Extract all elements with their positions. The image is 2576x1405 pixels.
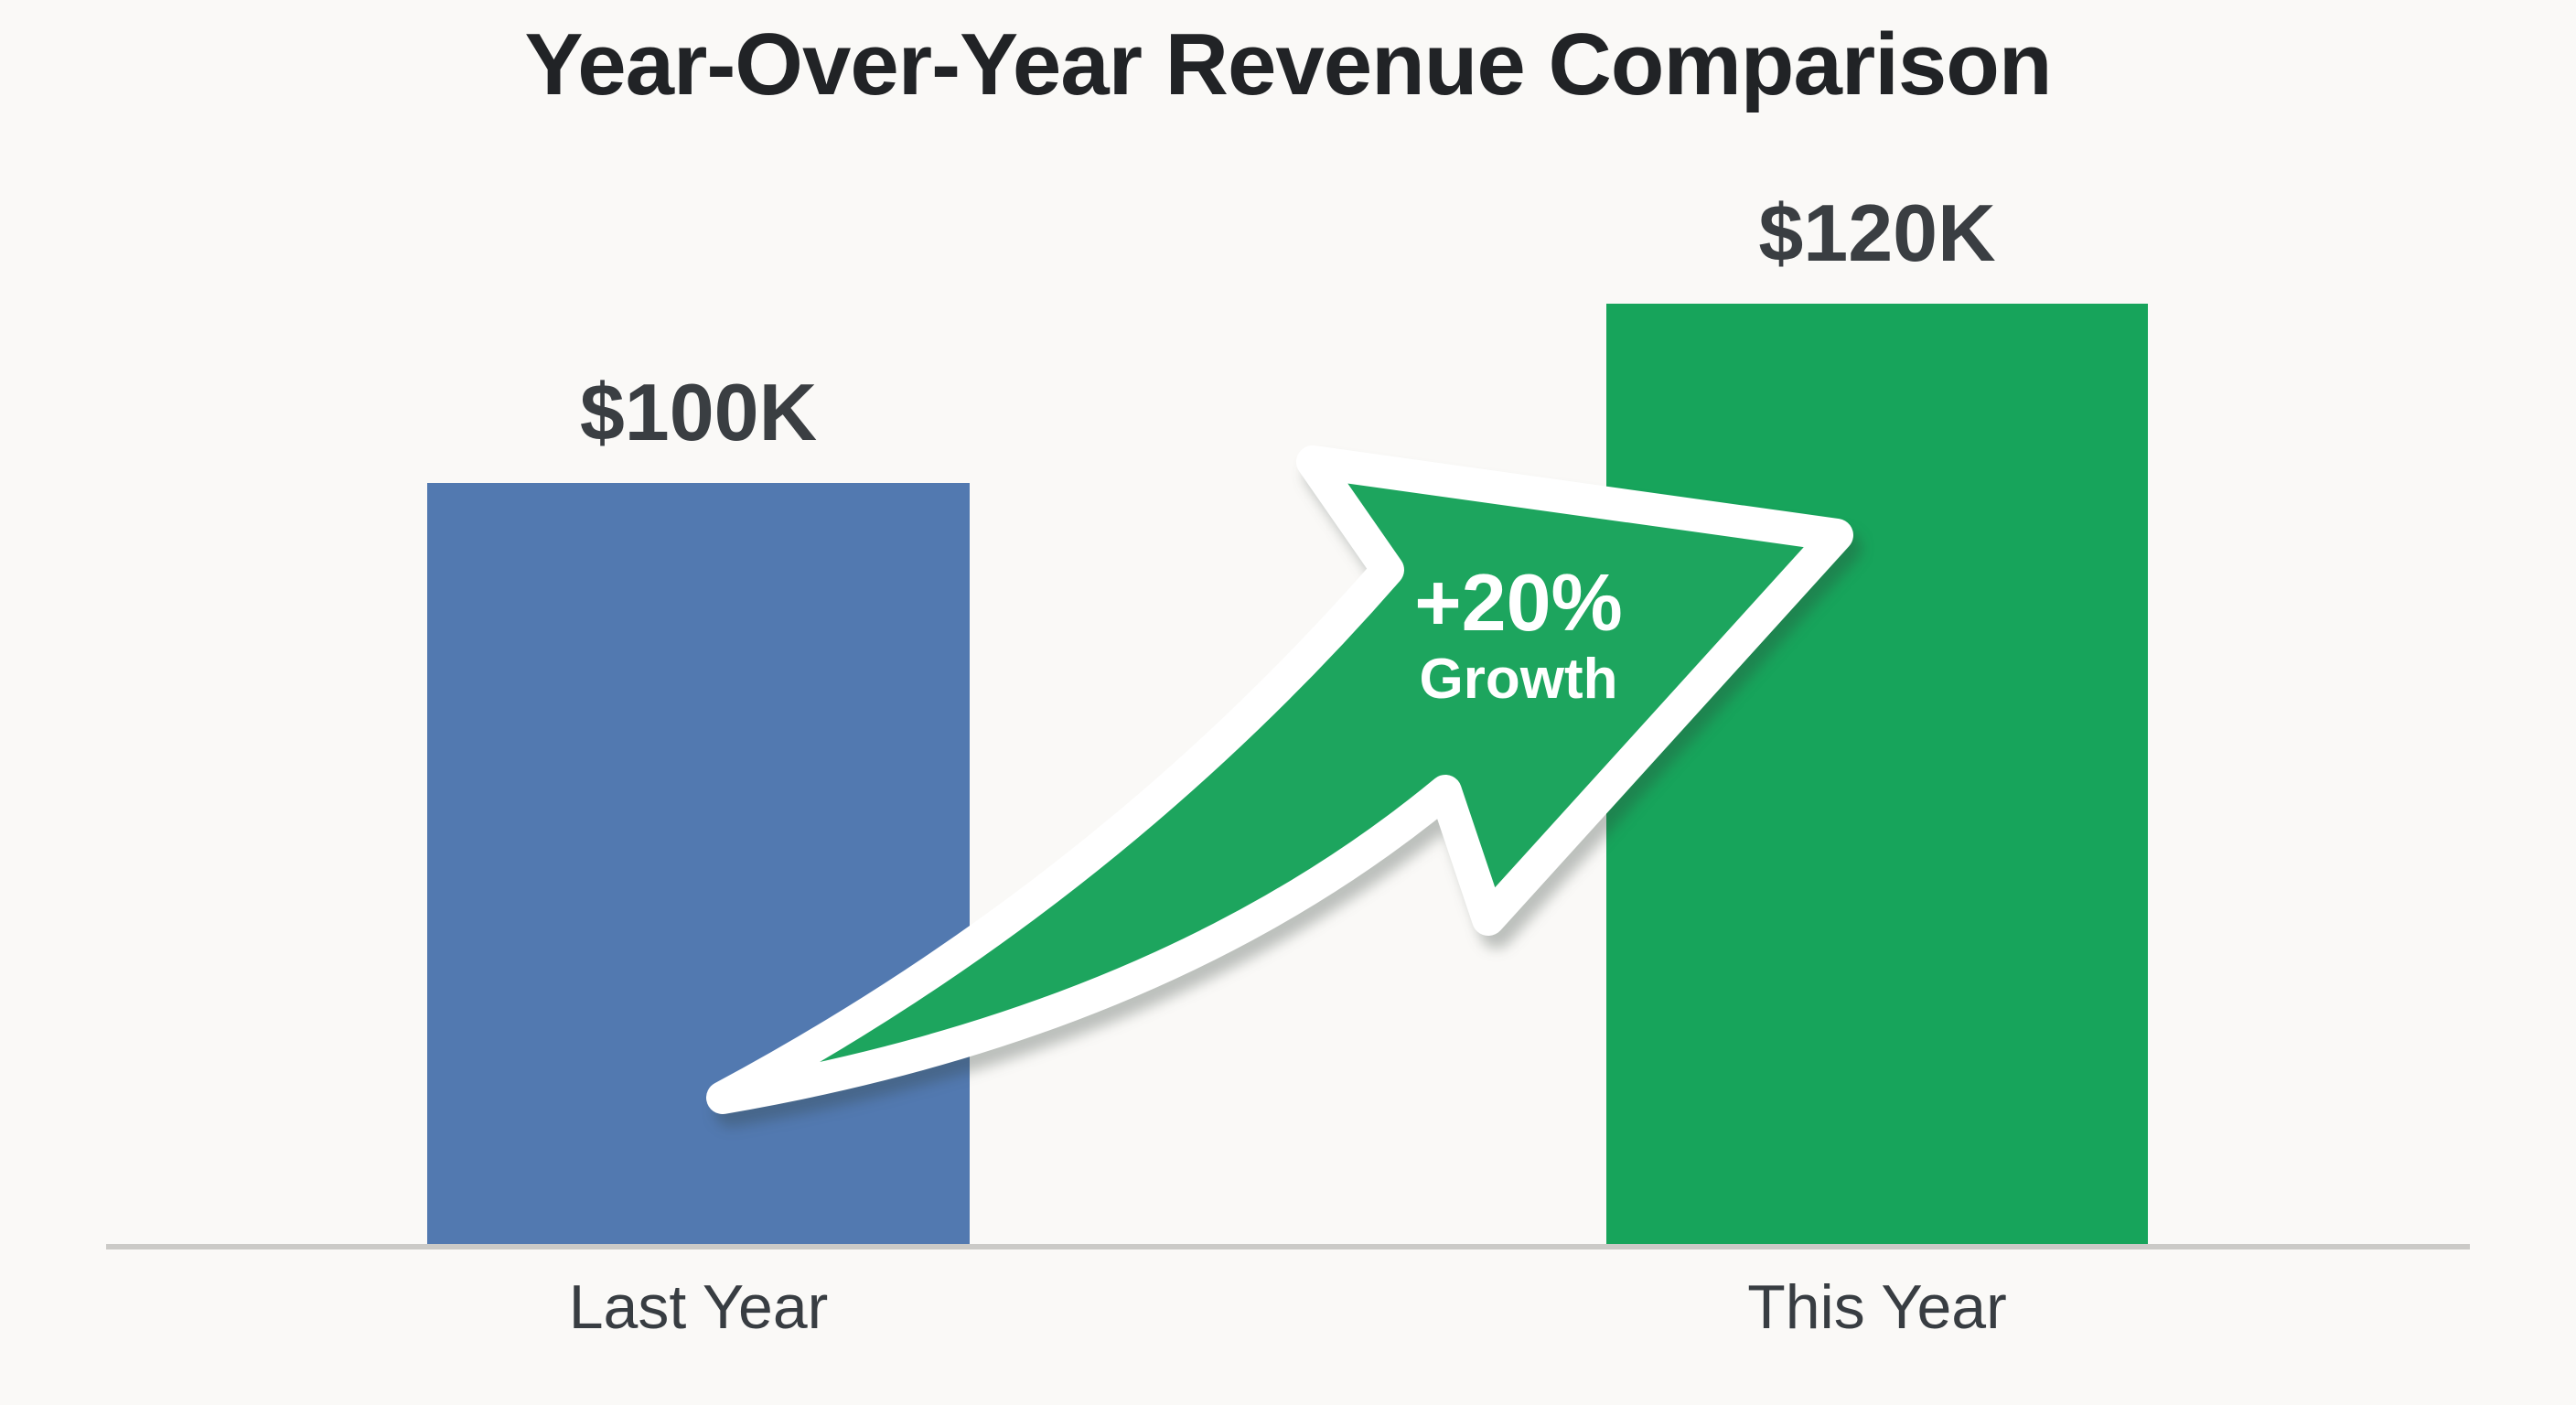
growth-percent: +20% (1414, 557, 1623, 648)
category-label-this-year: This Year (1747, 1272, 2007, 1342)
chart-title: Year-Over-Year Revenue Comparison (524, 16, 2052, 113)
growth-caption: Growth (1419, 648, 1618, 711)
bar-this-year (1606, 304, 2148, 1244)
x-axis-line (106, 1244, 2470, 1249)
value-label-this-year: $120K (1758, 188, 1996, 278)
bar-last-year (427, 483, 970, 1244)
growth-annotation: +20% Growth (1331, 560, 1706, 713)
value-label-last-year: $100K (579, 367, 818, 457)
category-label-last-year: Last Year (568, 1272, 829, 1342)
